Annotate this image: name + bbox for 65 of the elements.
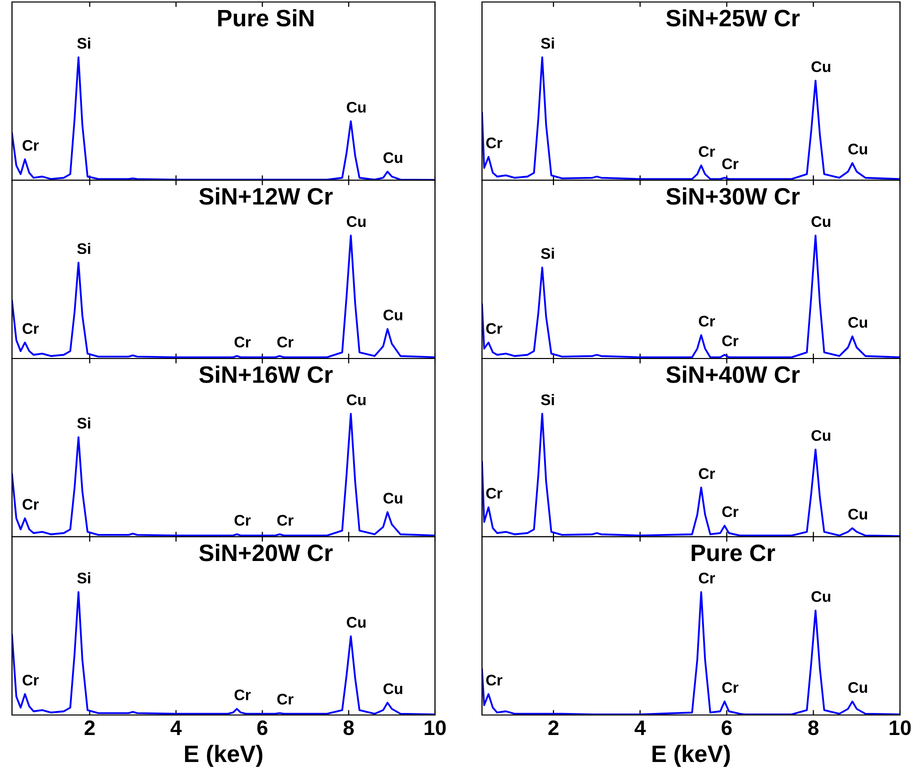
annotation: Cr — [486, 138, 502, 148]
annotation: Cr — [486, 488, 502, 499]
annotation: Cu — [384, 492, 402, 504]
annotation: Cr — [722, 158, 738, 170]
annotation: Cu — [812, 61, 830, 72]
annotation: Si — [540, 38, 554, 49]
chart-title: SiN+25W Cr — [666, 9, 800, 26]
annotation: Cr — [486, 323, 502, 334]
chart-title: SiN+30W Cr — [666, 187, 800, 205]
annotation: Cu — [848, 682, 868, 693]
annotation: Cr — [22, 498, 39, 510]
annotation: Cr — [722, 335, 738, 346]
annotation: Si — [77, 417, 90, 429]
chart-title: SiN+40W Cr — [666, 366, 800, 383]
annotation: Cu — [384, 310, 402, 320]
annotation: Cu — [384, 683, 402, 694]
annotation: Cr — [22, 140, 39, 151]
annotation: Cr — [698, 468, 715, 479]
annotation: Cr — [277, 336, 294, 348]
annotation: Cr — [698, 572, 715, 584]
annotation: Cr — [698, 146, 715, 157]
annotation: Cr — [277, 694, 294, 705]
chart-title: Pure Cr — [692, 544, 776, 562]
annotation: Cu — [384, 152, 402, 164]
x-axis-title: E (keV) — [185, 744, 262, 767]
x-tick-label: 4 — [634, 720, 646, 735]
x-axis-title: E (keV) — [652, 744, 730, 767]
annotation: Cu — [812, 591, 830, 602]
chart-title: SiN+16W Cr — [199, 366, 333, 383]
annotation: Cr — [722, 506, 738, 518]
annotation: Cr — [22, 323, 39, 334]
x-tick-label: 6 — [257, 720, 268, 736]
annotation: Cr — [22, 674, 39, 686]
annotation: Cr — [698, 316, 715, 327]
annotation: Cr — [234, 689, 251, 700]
annotation: Cr — [722, 682, 738, 693]
annotation: Si — [77, 242, 90, 254]
chart-title: SiN+12W Cr — [199, 187, 333, 205]
x-tick-label: 2 — [548, 720, 558, 735]
annotation: Si — [77, 38, 90, 49]
annotation: Cu — [346, 216, 366, 227]
annotation: Cu — [848, 144, 868, 154]
x-tick-label: 10 — [424, 720, 446, 736]
annotation: Cr — [234, 336, 251, 348]
annotation: Cu — [848, 508, 868, 520]
chart-title: SiN+20W Cr — [199, 544, 333, 562]
annotation: Si — [77, 572, 90, 584]
annotation: Si — [540, 394, 554, 406]
x-tick-label: 8 — [344, 720, 354, 736]
annotation: Cu — [346, 394, 366, 406]
annotation: Cr — [486, 674, 502, 686]
annotation: Si — [540, 248, 554, 259]
x-tick-label: 6 — [722, 720, 732, 736]
annotation: Cu — [812, 216, 830, 227]
annotation: Cu — [346, 102, 366, 113]
x-tick-label: 10 — [890, 720, 911, 736]
x-tick-label: 8 — [808, 720, 819, 736]
x-tick-label: 2 — [84, 720, 95, 735]
annotation: Cu — [848, 316, 868, 328]
annotation: Cu — [346, 616, 366, 628]
chart-title: Pure SiN — [218, 9, 314, 26]
annotation: Cr — [234, 514, 251, 526]
x-tick-label: 4 — [170, 720, 182, 735]
annotation: Cr — [277, 514, 294, 526]
annotation: Cu — [812, 430, 830, 441]
